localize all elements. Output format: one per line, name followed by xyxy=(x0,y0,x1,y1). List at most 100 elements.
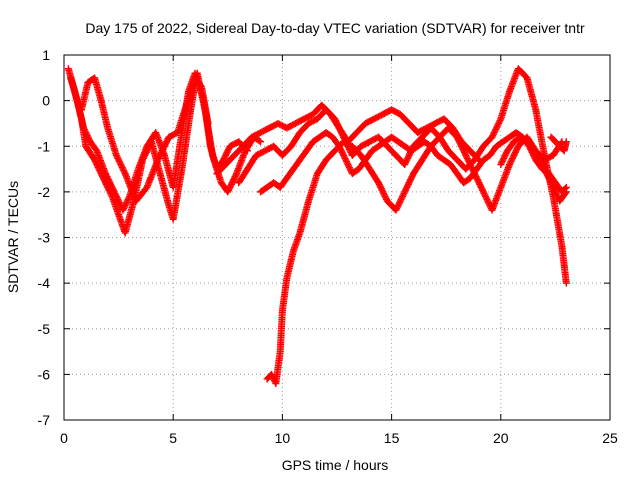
data-point xyxy=(549,183,557,191)
data-point xyxy=(337,129,345,137)
data-point xyxy=(157,150,165,158)
data-point xyxy=(481,191,489,199)
data-point xyxy=(336,126,344,134)
data-point xyxy=(120,205,128,213)
series-sat-c xyxy=(77,74,212,205)
data-point xyxy=(462,151,470,159)
data-point xyxy=(380,191,388,199)
data-point xyxy=(163,138,171,146)
data-point xyxy=(402,157,410,165)
data-point xyxy=(115,199,123,207)
data-point xyxy=(255,137,263,145)
data-point xyxy=(475,179,483,187)
data-point xyxy=(407,174,415,182)
data-point xyxy=(80,126,88,134)
data-point xyxy=(345,162,353,170)
data-point xyxy=(224,147,232,155)
data-point xyxy=(104,174,112,182)
data-point xyxy=(125,194,133,202)
data-point xyxy=(111,189,119,197)
y-tick-label: -2 xyxy=(38,184,51,200)
data-point xyxy=(337,145,345,153)
data-point xyxy=(464,156,472,164)
data-point xyxy=(335,142,343,150)
data-point xyxy=(109,185,117,193)
data-point xyxy=(399,192,407,200)
data-point xyxy=(548,180,556,188)
data-point xyxy=(404,182,412,190)
data-point xyxy=(110,186,118,194)
data-point xyxy=(396,199,404,207)
data-point xyxy=(345,164,353,172)
data-point xyxy=(219,156,227,164)
data-point xyxy=(378,186,386,194)
data-point xyxy=(497,161,505,168)
data-point xyxy=(484,197,492,205)
y-tick-label: -1 xyxy=(38,138,51,154)
data-point xyxy=(224,188,232,196)
data-point xyxy=(225,185,233,193)
data-point xyxy=(337,147,345,155)
data-point xyxy=(498,159,506,167)
data-point xyxy=(229,177,237,185)
data-point xyxy=(539,162,547,170)
data-point xyxy=(91,157,99,165)
data-point xyxy=(491,127,499,135)
data-point xyxy=(399,191,407,199)
data-point xyxy=(548,182,556,190)
data-point xyxy=(83,132,91,140)
data-point xyxy=(104,176,112,184)
data-point xyxy=(499,156,507,164)
data-point xyxy=(513,145,521,153)
data-point xyxy=(537,157,545,165)
x-tick-label: 5 xyxy=(169,430,177,446)
data-point xyxy=(482,192,490,200)
data-point xyxy=(474,176,482,184)
data-point xyxy=(500,154,508,162)
data-point xyxy=(546,176,554,184)
data-point xyxy=(344,161,352,168)
data-point xyxy=(506,161,514,168)
data-point xyxy=(107,180,115,188)
data-point xyxy=(112,192,120,200)
data-point xyxy=(161,141,169,149)
data-point xyxy=(508,156,516,164)
data-point xyxy=(227,182,235,190)
data-point xyxy=(338,148,346,156)
x-tick-label: 15 xyxy=(384,430,400,446)
data-point xyxy=(476,180,484,188)
data-point xyxy=(334,122,342,130)
data-point xyxy=(159,145,167,153)
data-point xyxy=(101,170,109,178)
data-point xyxy=(562,138,570,146)
data-point xyxy=(479,188,487,196)
data-point xyxy=(107,182,115,190)
data-point xyxy=(123,199,131,207)
data-point xyxy=(221,153,229,161)
data-point xyxy=(490,130,498,138)
data-point xyxy=(375,180,383,188)
series-sat-g xyxy=(257,129,570,196)
data-point xyxy=(404,153,412,161)
y-tick-label: -7 xyxy=(38,412,51,428)
data-point xyxy=(220,154,228,162)
data-point xyxy=(162,139,170,147)
data-point xyxy=(546,177,554,185)
data-point xyxy=(506,159,514,167)
data-point xyxy=(332,118,340,126)
data-point xyxy=(102,171,110,179)
data-point xyxy=(377,183,385,191)
data-point xyxy=(401,188,409,196)
data-point xyxy=(404,154,412,162)
data-point xyxy=(341,136,349,144)
data-point xyxy=(122,200,130,208)
data-point xyxy=(85,135,93,143)
data-point xyxy=(381,192,389,200)
data-point xyxy=(473,174,481,182)
data-point xyxy=(112,191,120,199)
data-point xyxy=(394,202,402,210)
data-point xyxy=(154,156,162,164)
plot-frame xyxy=(63,54,611,421)
data-point xyxy=(197,82,205,90)
data-point xyxy=(489,132,497,140)
